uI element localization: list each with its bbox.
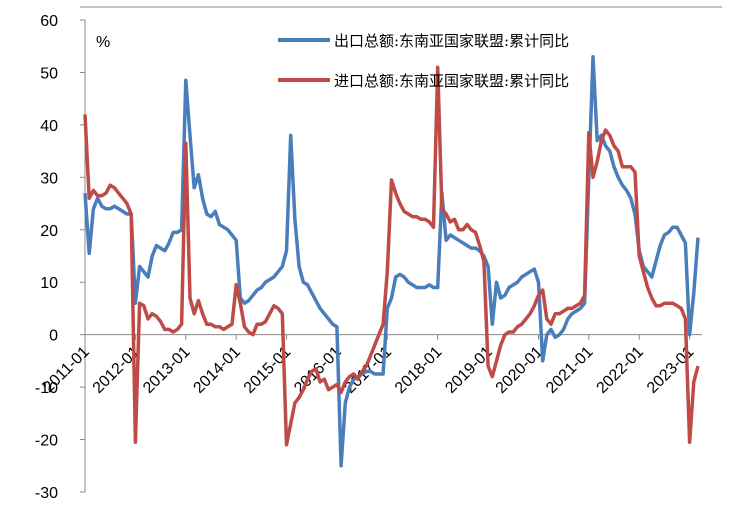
unit-label: % [96, 34, 110, 51]
y-tick-label: -20 [35, 433, 58, 450]
y-tick-label: 0 [49, 328, 58, 345]
y-tick-label: -10 [35, 380, 58, 397]
y-tick-label: 10 [40, 275, 58, 292]
legend-label: 出口总额:东南亚国家联盟:累计同比 [334, 32, 569, 50]
series-line [83, 54, 700, 468]
y-tick-label: 50 [40, 65, 58, 82]
y-tick-label: 20 [40, 223, 58, 240]
series-line [83, 65, 700, 447]
legend-label: 进口总额:东南亚国家联盟:累计同比 [334, 72, 569, 90]
y-tick-label: 60 [40, 13, 58, 30]
y-tick-label: 40 [40, 118, 58, 135]
y-tick-label: 30 [40, 170, 58, 187]
y-tick-label: -30 [35, 485, 58, 502]
